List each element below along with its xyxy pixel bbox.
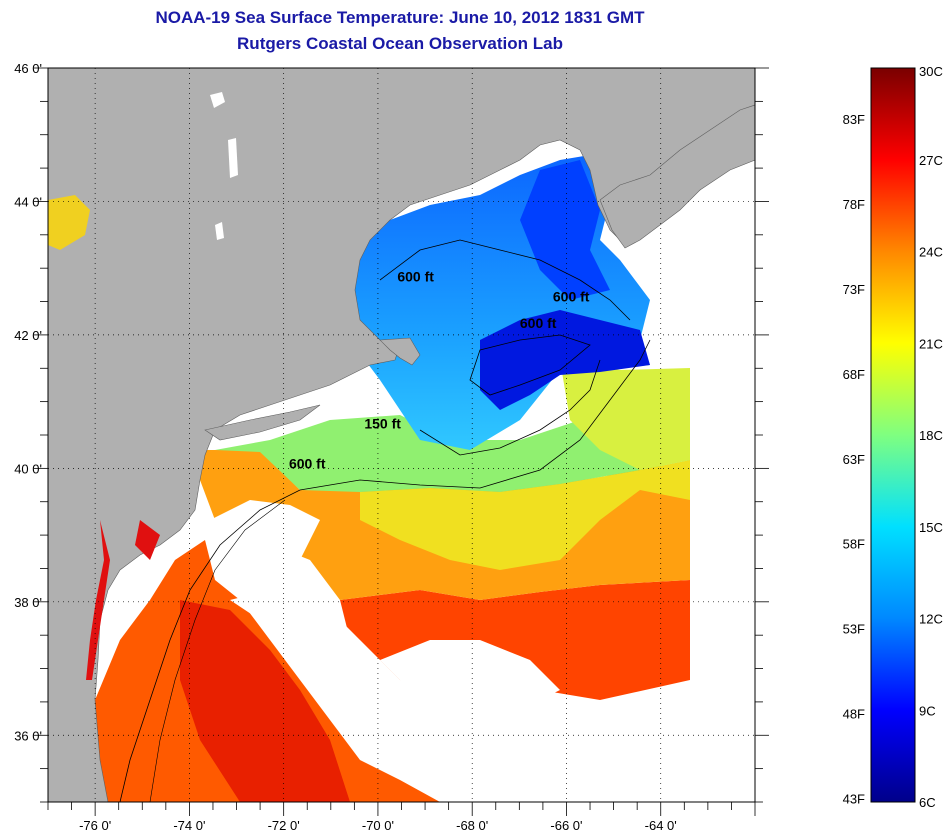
colorbar-celsius-label: 6C bbox=[919, 795, 936, 810]
colorbar-celsius-label: 9C bbox=[919, 703, 936, 718]
colorbar-fahrenheit-label: 68F bbox=[843, 367, 865, 382]
colorbar-celsius-label: 21C bbox=[919, 336, 943, 351]
lon-label: -66 0' bbox=[550, 818, 582, 833]
map-title: NOAA-19 Sea Surface Temperature: June 10… bbox=[155, 8, 645, 27]
sst-deep-blue-north bbox=[520, 160, 610, 300]
lon-label: -72 0' bbox=[268, 818, 300, 833]
axis-labels: -76 0' -74 0' -72 0' -70 0' -68 0' -66 0' -64 … bbox=[14, 61, 677, 833]
map-frame-border bbox=[47, 67, 756, 803]
contour-coastal bbox=[149, 499, 286, 802]
contour-label: 600 ft bbox=[397, 269, 434, 285]
sst-green-shelf bbox=[215, 370, 690, 492]
lat-label: 44 0' bbox=[14, 194, 42, 209]
colorbar-fahrenheit-label: 83F bbox=[843, 112, 865, 127]
colorbar-fahrenheit-label: 73F bbox=[843, 282, 865, 297]
lat-label: 46 0' bbox=[14, 61, 42, 76]
contour-label: 600 ft bbox=[553, 289, 590, 305]
colorbar-fahrenheit-label: 48F bbox=[843, 707, 865, 722]
lat-label: 40 0' bbox=[14, 461, 42, 476]
lat-label: 42 0' bbox=[14, 328, 42, 343]
inland-lake-1 bbox=[210, 92, 225, 108]
colorbar-labels: 6C 9C 12C 15C 18C 21C 24C 27C 30C 43F 48F 53F 58F 63F… bbox=[843, 64, 943, 810]
sst-yellow-band bbox=[360, 460, 690, 570]
axis-ticks bbox=[34, 67, 769, 816]
colorbar-celsius-label: 18C bbox=[919, 428, 943, 443]
inland-lake-2 bbox=[228, 138, 238, 178]
lon-label: -70 0' bbox=[362, 818, 394, 833]
contour-labels: 600 ft 600 ft 600 ft 150 ft 600 ft bbox=[289, 269, 590, 472]
contour-georges-basin bbox=[469, 334, 591, 396]
colorbar-celsius-label: 30C bbox=[919, 64, 943, 79]
sst-yellow-green-east bbox=[560, 360, 690, 470]
contour-600ft-shelf-break bbox=[119, 339, 651, 802]
inland-lake-3 bbox=[215, 222, 224, 240]
sst-hot-core bbox=[180, 600, 350, 802]
colorbar-fahrenheit-label: 43F bbox=[843, 792, 865, 807]
colorbar-fahrenheit-label: 63F bbox=[843, 452, 865, 467]
contour-label: 600 ft bbox=[520, 315, 557, 331]
lat-label: 38 0' bbox=[14, 595, 42, 610]
cloud-patch-south bbox=[230, 590, 500, 802]
colorbar-fahrenheit-label: 78F bbox=[843, 197, 865, 212]
colorbar bbox=[870, 67, 916, 803]
map-subtitle: Rutgers Coastal Ocean Observation Lab bbox=[237, 34, 563, 53]
colorbar-fahrenheit-label: 58F bbox=[843, 537, 865, 552]
lon-label: -76 0' bbox=[79, 818, 111, 833]
colorbar-fahrenheit-label: 53F bbox=[843, 622, 865, 637]
colorbar-celsius-label: 15C bbox=[919, 520, 943, 535]
contour-label: 150 ft bbox=[364, 415, 401, 431]
sst-chesapeake-bay bbox=[86, 520, 110, 680]
lon-label: -74 0' bbox=[173, 818, 205, 833]
lon-label: -64 0' bbox=[645, 818, 677, 833]
no-data-east bbox=[690, 330, 755, 690]
colorbar-celsius-label: 27C bbox=[919, 153, 943, 168]
contour-600ft-gulf-of-maine bbox=[379, 239, 631, 321]
cloud-patch-coast bbox=[210, 500, 320, 560]
sst-inland-lake bbox=[48, 195, 90, 250]
lon-label: -68 0' bbox=[456, 818, 488, 833]
colorbar-celsius-label: 24C bbox=[919, 245, 943, 260]
contour-label: 600 ft bbox=[289, 455, 326, 471]
lat-label: 36 0' bbox=[14, 728, 42, 743]
land-long-island bbox=[204, 404, 321, 441]
sst-delaware-bay bbox=[135, 520, 160, 560]
land-nova-scotia bbox=[599, 104, 755, 249]
colorbar-celsius-label: 12C bbox=[919, 612, 943, 627]
sst-georges-bank bbox=[480, 310, 650, 410]
cloud-patch-southeast bbox=[520, 670, 755, 802]
land-cape-cod bbox=[379, 337, 421, 366]
contour-150ft-shelf bbox=[419, 359, 601, 456]
cloud-patch-center bbox=[380, 640, 560, 710]
